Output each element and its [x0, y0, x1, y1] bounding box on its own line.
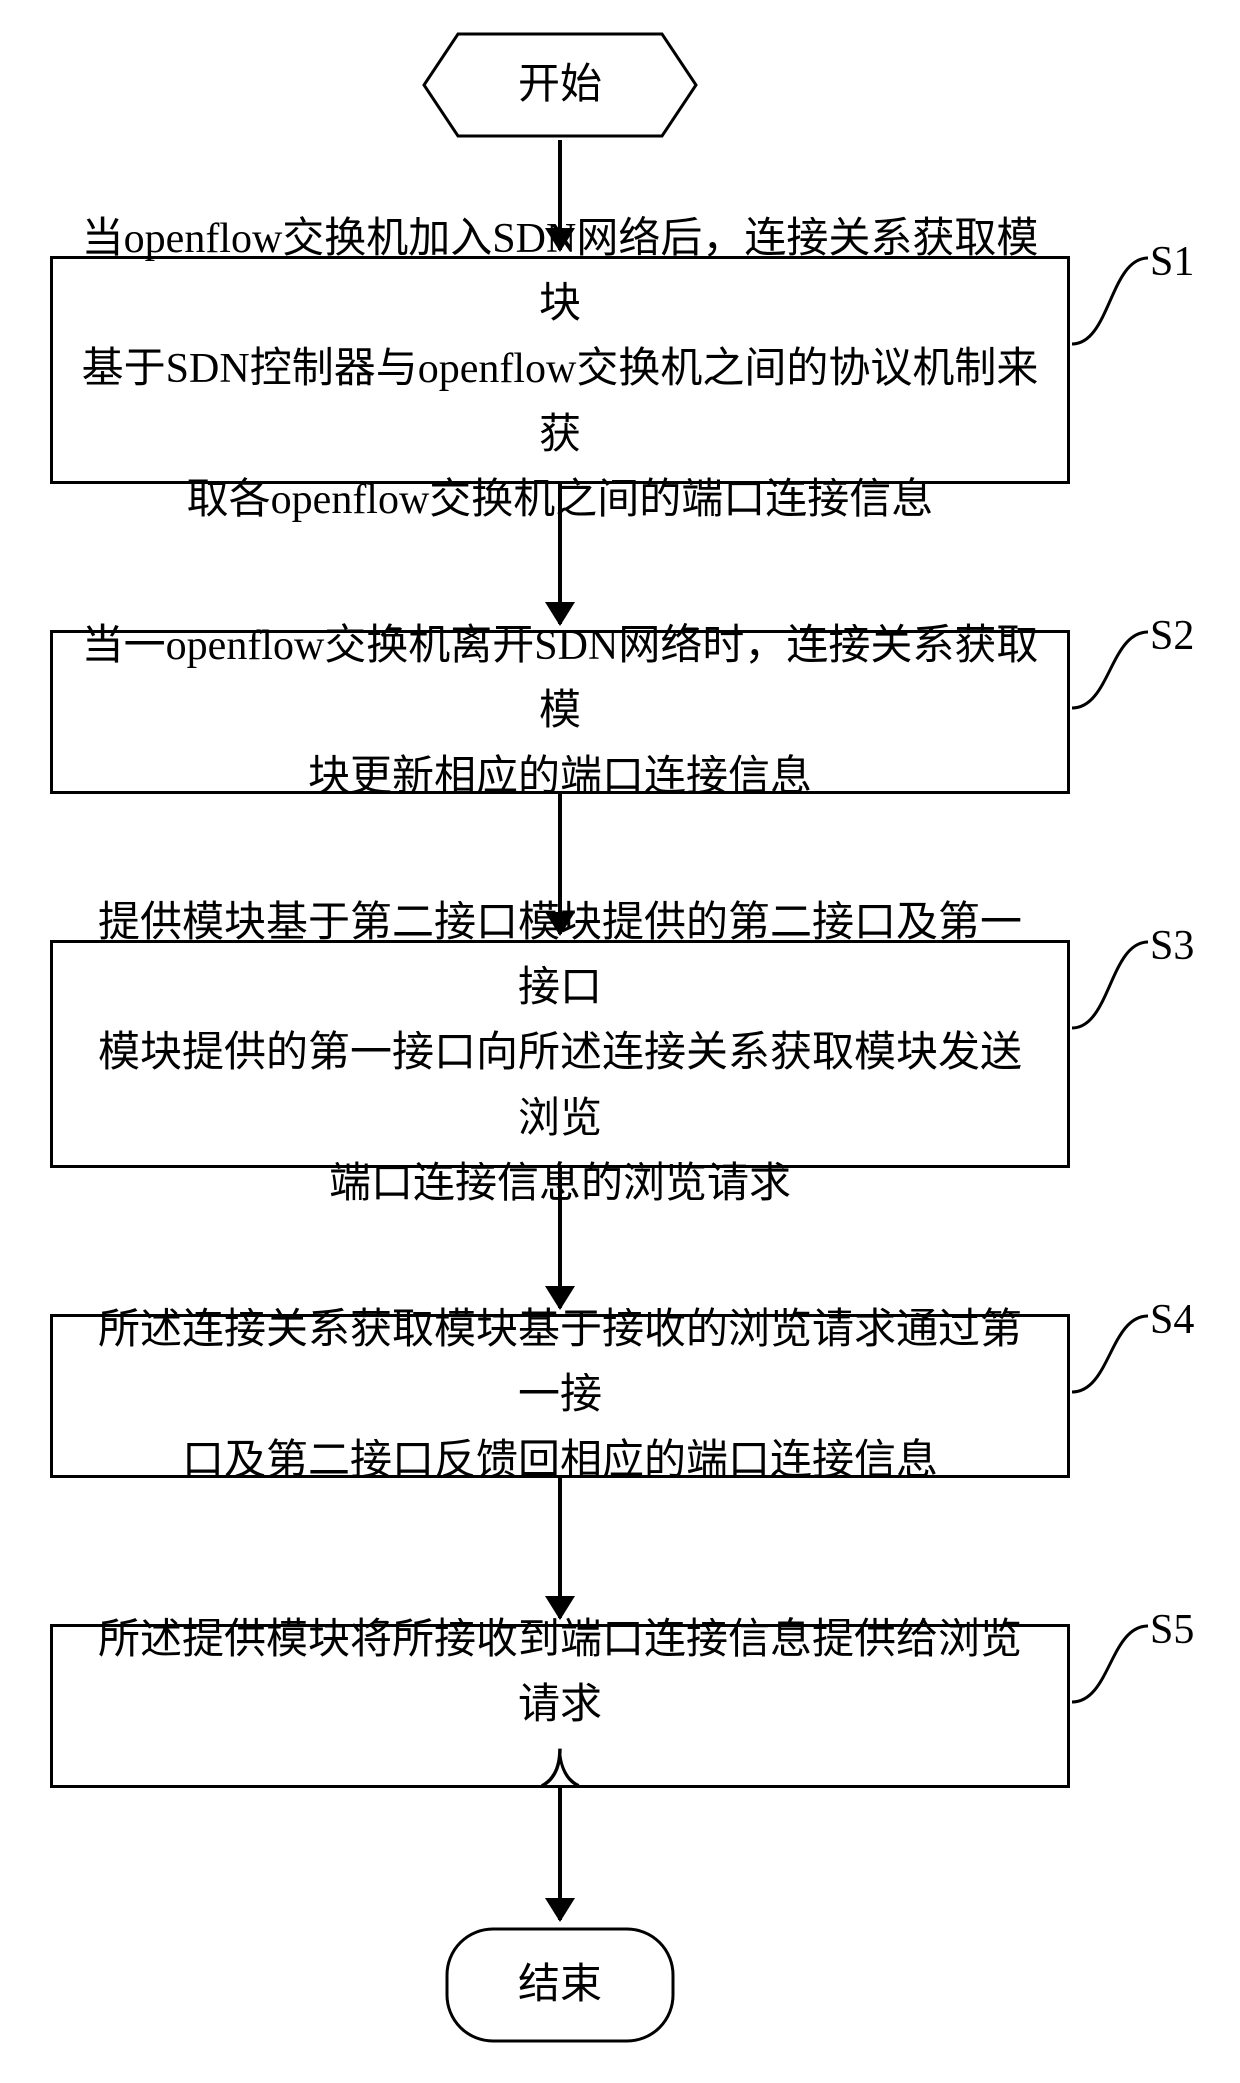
curve-s5: [1070, 1624, 1150, 1704]
tag-s2: S2: [1150, 612, 1194, 660]
step-s2: 当一openflow交换机离开SDN网络时，连接关系获取模 块更新相应的端口连接…: [50, 630, 1070, 794]
step-s4-text: 所述连接关系获取模块基于接收的浏览请求通过第一接 口及第二接口反馈回相应的端口连…: [79, 1298, 1041, 1493]
flowchart-canvas: 开始 当openflow交换机加入SDN网络后，连接关系获取模块 基于SDN控制…: [0, 0, 1240, 2083]
arrow-s3-s4: [558, 1168, 562, 1308]
arrow-s1-s2: [558, 484, 562, 624]
arrow-s5-end: [558, 1788, 562, 1920]
start-terminator: 开始: [420, 30, 700, 140]
tag-s3: S3: [1150, 922, 1194, 970]
tag-s5: S5: [1150, 1606, 1194, 1654]
tag-s1: S1: [1150, 238, 1194, 286]
start-label: 开始: [518, 64, 602, 106]
end-terminator: 结束: [444, 1926, 676, 2044]
step-s5: 所述提供模块将所接收到端口连接信息提供给浏览请求 人: [50, 1624, 1070, 1788]
step-s4: 所述连接关系获取模块基于接收的浏览请求通过第一接 口及第二接口反馈回相应的端口连…: [50, 1314, 1070, 1478]
tag-s4: S4: [1150, 1296, 1194, 1344]
curve-s2: [1070, 630, 1150, 710]
arrow-s4-s5: [558, 1478, 562, 1618]
curve-s1: [1070, 256, 1150, 346]
step-s1: 当openflow交换机加入SDN网络后，连接关系获取模块 基于SDN控制器与o…: [50, 256, 1070, 484]
step-s3: 提供模块基于第二接口模块提供的第二接口及第一接口 模块提供的第一接口向所述连接关…: [50, 940, 1070, 1168]
end-label: 结束: [518, 1964, 602, 2006]
curve-s3: [1070, 940, 1150, 1030]
step-s2-text: 当一openflow交换机离开SDN网络时，连接关系获取模 块更新相应的端口连接…: [79, 614, 1041, 809]
step-s5-text: 所述提供模块将所接收到端口连接信息提供给浏览请求 人: [79, 1608, 1041, 1803]
curve-s4: [1070, 1314, 1150, 1394]
